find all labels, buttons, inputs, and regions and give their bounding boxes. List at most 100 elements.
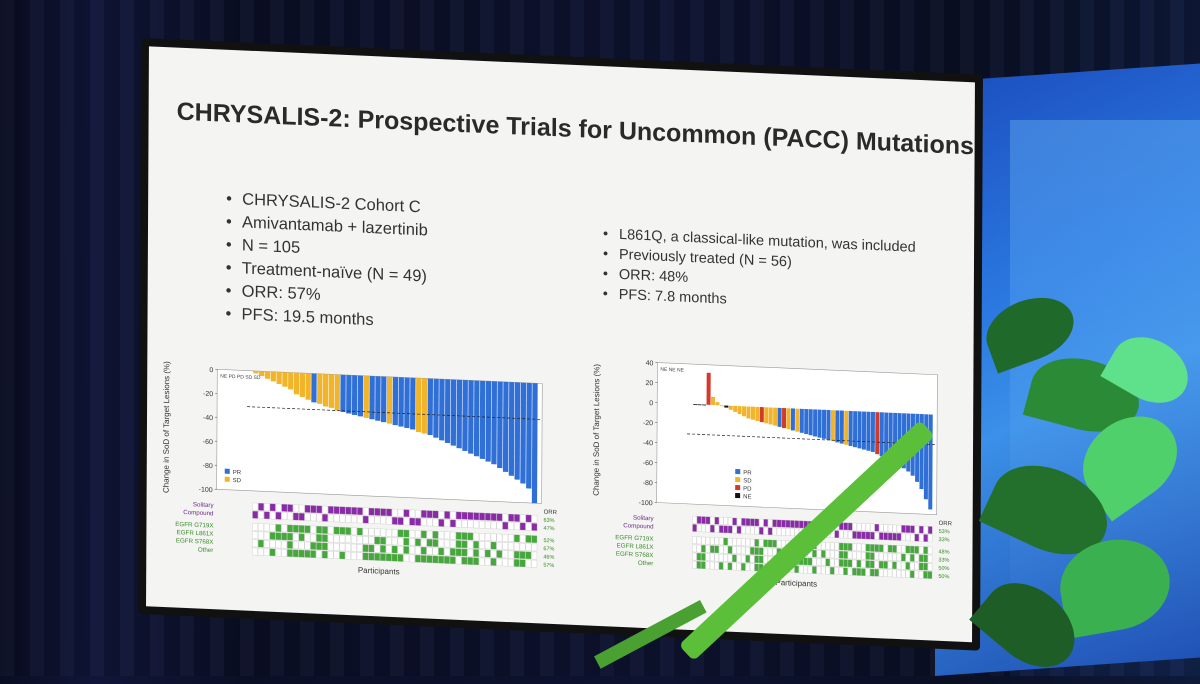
waterfall-bar [486,381,492,462]
matrix-cell [897,533,901,540]
matrix-cell [830,567,834,574]
matrix-cell [409,530,414,537]
matrix-cell [497,550,502,557]
matrix-cell [812,566,816,573]
matrix-cell [450,532,455,539]
matrix-cell [281,533,286,540]
matrix-cell [773,520,777,527]
matrix-cell [520,560,525,567]
matrix-cell [830,551,834,558]
matrix-cell [817,567,821,574]
matrix-cell [345,552,350,559]
matrix-cell [427,519,432,526]
matrix-cell [375,516,380,523]
matrix-cell [363,553,368,560]
matrix-cell [497,522,502,529]
matrix-cell [892,570,896,577]
waterfall-bar [491,381,497,464]
matrix-cell [270,512,275,519]
matrix-cell [398,530,403,537]
matrix-row-label: Other [198,546,214,554]
waterfall-bar [369,376,374,419]
matrix-cell [848,523,852,530]
matrix-cell [697,516,701,523]
waterfall-bar [497,382,503,469]
matrix-row-label: EGFR S768X [176,537,214,546]
matrix-cell [693,516,697,523]
matrix-row-pct: 50% [938,566,949,572]
matrix-cell [866,569,870,576]
matrix-cell [281,549,286,556]
matrix-cell [427,531,432,538]
matrix-cell [357,552,362,559]
x-axis-label: Participants [358,566,400,577]
waterfall-bar [381,376,386,422]
matrix-cell [369,553,374,560]
legend-label: SD [233,478,242,484]
matrix-cell [282,525,287,532]
matrix-cell [875,532,879,539]
matrix-cell [723,554,727,561]
matrix-cell [316,514,321,521]
matrix-cell [514,551,519,558]
matrix-cell [299,542,304,549]
waterfall-bar [764,407,768,423]
matrix-cell [919,534,923,541]
matrix-cell [759,539,763,546]
matrix-cell [386,546,391,553]
matrix-cell [468,557,473,564]
matrix-cell [299,534,304,541]
matrix-cell [741,539,745,546]
y-axis-label: Change in SoD of Target Lesions (%) [592,363,602,496]
matrix-cell [421,531,426,538]
matrix-cell [857,523,861,530]
matrix-cell [697,537,701,544]
matrix-cell [893,533,897,540]
matrix-cell [473,549,478,556]
y-tick-label: -100 [639,500,653,508]
matrix-cell [697,561,701,568]
waterfall-bar [404,378,409,429]
matrix-cell [830,559,834,566]
matrix-cell [398,538,403,545]
legend-label: PR [743,470,752,476]
matrix-cell [923,563,927,570]
matrix-row-pct: 33% [938,557,949,563]
matrix-cell [532,552,537,559]
matrix-cell [252,531,257,538]
waterfall-bar [509,382,515,476]
matrix-cell [392,509,397,516]
matrix-cell [777,520,781,527]
matrix-cell [444,548,449,555]
matrix-cell [755,527,759,534]
matrix-cell [870,532,874,539]
matrix-cell [915,563,919,570]
matrix-cell [906,562,910,569]
waterfall-bar [456,380,462,449]
matrix-cell [750,564,754,571]
matrix-cell [392,546,397,553]
waterfall-bar [755,407,759,421]
matrix-cell [491,542,496,549]
matrix-cell [369,508,374,515]
matrix-cell [817,558,821,565]
matrix-cell [799,566,803,573]
matrix-cell [808,566,812,573]
matrix-cell [812,550,816,557]
waterfall-bar [871,412,875,452]
matrix-cell [363,508,368,515]
matrix-cell [701,553,705,560]
matrix-cell [741,563,745,570]
matrix-cell [919,526,923,533]
matrix-cell [334,527,339,534]
matrix-cell [410,510,415,517]
matrix-cell [706,553,710,560]
matrix-cell [270,504,275,511]
waterfall-bar [433,379,439,438]
matrix-cell [415,530,420,537]
waterfall-bar [288,372,293,389]
matrix-cell [264,512,269,519]
matrix-cell [777,528,781,535]
matrix-cell [340,515,345,522]
matrix-cell [497,559,502,566]
